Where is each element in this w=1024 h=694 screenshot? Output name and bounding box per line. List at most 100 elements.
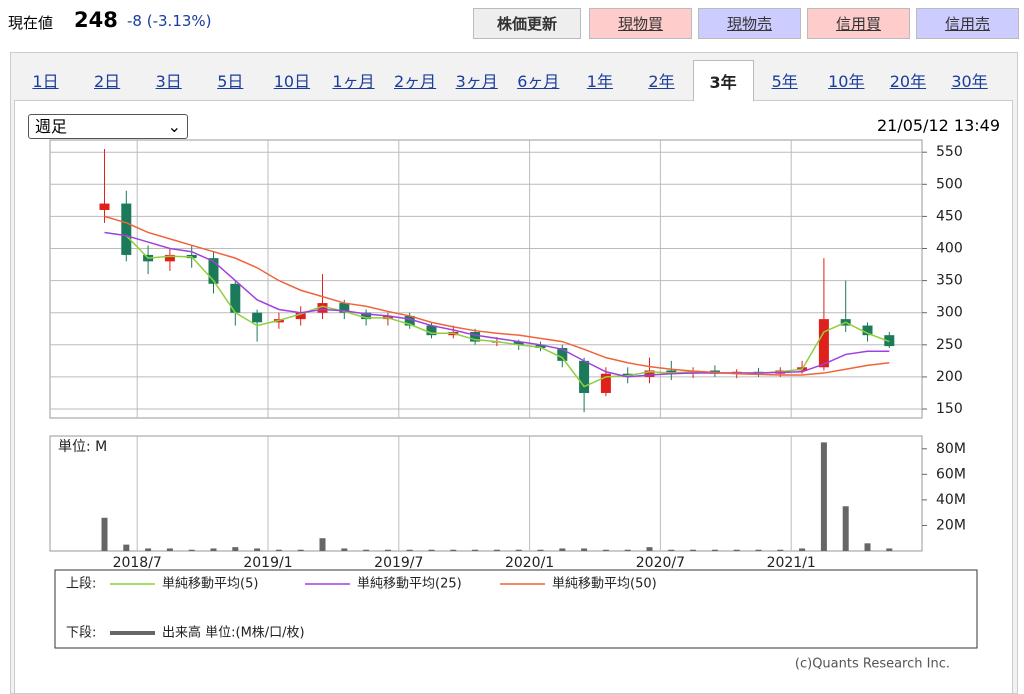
y-tick-label: 40M <box>936 492 966 508</box>
candle-body <box>513 341 524 345</box>
candle-body <box>252 312 263 323</box>
tab[interactable]: 3日 <box>155 72 182 91</box>
legend-label: 上段: <box>66 577 96 592</box>
legend-entry: 単純移動平均(50) <box>552 576 657 592</box>
tab[interactable]: 3年 <box>692 60 754 101</box>
y-tick-label: 250 <box>936 337 963 353</box>
period-select-text: 週足 <box>35 117 68 136</box>
price: 248 <box>74 8 118 32</box>
tab[interactable]: 2ヶ月 <box>394 72 437 91</box>
tab[interactable]: 6ヶ月 <box>517 72 560 91</box>
y-tick-label: 500 <box>936 176 963 192</box>
y-tick-label: 200 <box>936 369 963 385</box>
volume-bar <box>733 549 740 551</box>
volume-bar <box>363 549 370 551</box>
volume-bar <box>450 549 457 551</box>
tab[interactable]: 20年 <box>889 72 927 91</box>
volume-bar <box>842 506 849 551</box>
candle-body <box>535 344 546 349</box>
y-tick-label: 20M <box>936 517 966 533</box>
y-tick-label: 450 <box>936 208 963 224</box>
candle-body <box>818 319 829 368</box>
button[interactable]: 信用買 <box>807 8 910 39</box>
y-tick-label: 80M <box>936 441 966 457</box>
y-tick-label: 150 <box>936 401 963 417</box>
candle-body <box>230 283 241 313</box>
candle-body <box>884 335 895 347</box>
tab[interactable]: 1年 <box>586 72 613 91</box>
volume-bar <box>777 549 784 551</box>
volume-bar <box>668 549 675 551</box>
change-value: -8 <box>127 12 142 30</box>
period-select[interactable]: 週足 ⌄ <box>28 114 188 139</box>
legend-label: 下段: <box>66 626 96 641</box>
volume-bar <box>428 549 435 551</box>
volume-bar <box>297 549 304 551</box>
button[interactable]: 株価更新 <box>473 8 581 39</box>
tab[interactable]: 3ヶ月 <box>455 72 498 91</box>
price-label: 現在値 <box>8 14 54 32</box>
x-tick-label: 2019/1 <box>243 555 292 571</box>
tab[interactable]: 1日 <box>32 72 59 91</box>
volume-bar <box>646 547 653 551</box>
volume-bar <box>799 548 806 551</box>
tab[interactable]: 5日 <box>217 72 244 91</box>
y-axis-label: 単位: M <box>58 439 107 455</box>
candle-body <box>361 312 372 320</box>
y-tick-label: 550 <box>936 144 963 160</box>
volume-bar <box>864 543 871 551</box>
volume-bar <box>101 517 108 551</box>
volume-bar <box>711 549 718 551</box>
ma-line <box>104 231 890 378</box>
volume-bar <box>341 548 348 551</box>
volume-bar <box>210 548 217 551</box>
x-tick-label: 2018/7 <box>113 555 162 571</box>
y-tick-label: 400 <box>936 241 963 257</box>
tab[interactable]: 10日 <box>273 72 311 91</box>
y-tick-label: 350 <box>936 273 963 289</box>
volume-bar <box>581 548 588 551</box>
x-tick-label: 2019/7 <box>374 555 423 571</box>
candle-body <box>339 303 350 313</box>
volume-bar <box>493 549 500 551</box>
tab[interactable]: 2年 <box>648 72 675 91</box>
tab[interactable]: 10年 <box>828 72 865 91</box>
button[interactable]: 現物買 <box>589 8 692 39</box>
change: -8 (-3.13%) <box>127 12 212 30</box>
candle-body <box>208 258 219 284</box>
legend-entry: 出来高 単位:(M株/口/枚) <box>162 625 305 641</box>
volume-bar <box>559 548 566 551</box>
tab[interactable]: 1ヶ月 <box>332 72 375 91</box>
select-arrow: ⌄ <box>167 117 181 136</box>
candle-body <box>470 331 481 342</box>
candle-body <box>426 325 437 336</box>
volume-bar <box>123 544 130 551</box>
volume-bar <box>166 548 173 551</box>
candle-body <box>644 370 655 377</box>
candle-body <box>295 312 306 320</box>
x-tick-label: 2020/7 <box>636 555 685 571</box>
volume-bar <box>820 442 827 551</box>
volume-bar <box>472 549 479 551</box>
button[interactable]: 信用売 <box>916 8 1019 39</box>
legend-entry: 単純移動平均(25) <box>357 576 462 592</box>
button[interactable]: 現物売 <box>698 8 801 39</box>
plot-area <box>49 435 923 552</box>
volume-bar <box>755 549 762 551</box>
volume-bar <box>384 549 391 551</box>
volume-bar <box>254 548 261 551</box>
tab[interactable]: 5年 <box>771 72 798 91</box>
y-tick-label: 300 <box>936 305 963 321</box>
volume-bar <box>406 549 413 551</box>
candle-body <box>862 325 873 336</box>
volume-bar <box>188 549 195 551</box>
volume-bar <box>232 547 239 551</box>
y-tick-label: 60M <box>936 466 966 482</box>
volume-bar <box>690 549 697 551</box>
tab[interactable]: 30年 <box>951 72 988 91</box>
legend-entry: 単純移動平均(5) <box>162 576 258 592</box>
tab[interactable]: 2日 <box>94 72 121 91</box>
candle-body <box>666 370 677 374</box>
